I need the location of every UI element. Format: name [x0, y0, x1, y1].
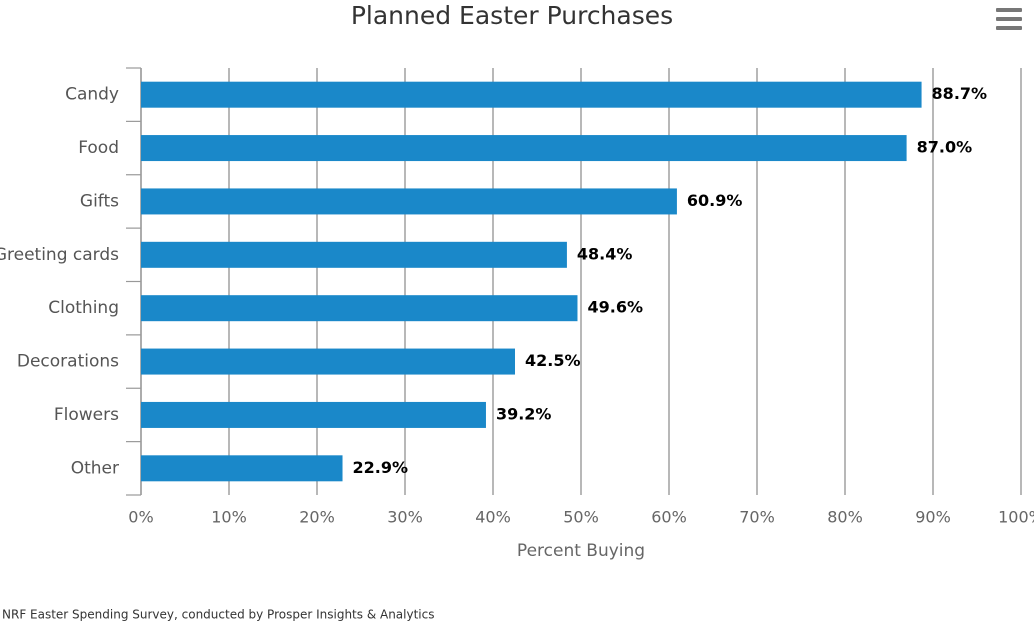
data-label: 22.9%	[353, 458, 409, 477]
bar	[141, 81, 922, 108]
data-label: 87.0%	[917, 138, 973, 157]
y-tick-label: Candy	[65, 85, 119, 105]
x-tick-label: 10%	[211, 508, 247, 527]
data-label: 49.6%	[587, 298, 643, 317]
bar	[141, 348, 515, 375]
x-tick-label: 50%	[563, 508, 599, 527]
menu-icon-bar[interactable]	[996, 8, 1022, 12]
x-tick-label: 90%	[915, 508, 951, 527]
x-tick-label: 80%	[827, 508, 863, 527]
bar	[141, 295, 578, 322]
bar	[141, 455, 343, 482]
menu-button[interactable]	[996, 8, 1022, 30]
y-tick-label: Flowers	[54, 405, 119, 425]
data-label: 48.4%	[577, 244, 633, 263]
bar	[141, 188, 677, 215]
x-tick-label: 0%	[128, 508, 153, 527]
y-tick-label: Food	[78, 138, 119, 158]
x-axis-title: Percent Buying	[517, 541, 645, 561]
menu-icon-bar[interactable]	[996, 17, 1022, 21]
menu-icon-bar[interactable]	[996, 26, 1022, 30]
x-tick-label: 20%	[299, 508, 335, 527]
x-tick-label: 70%	[739, 508, 775, 527]
y-tick-label: Greeting cards	[0, 245, 119, 265]
data-label: 60.9%	[687, 191, 743, 210]
bar	[141, 401, 486, 428]
data-label: 39.2%	[496, 404, 552, 423]
y-tick-label: Decorations	[17, 352, 119, 372]
data-label: 88.7%	[932, 84, 988, 103]
y-tick-label: Other	[71, 458, 119, 478]
caption: NRF Easter Spending Survey, conducted by…	[2, 608, 434, 622]
bar	[141, 241, 567, 268]
y-tick-label: Gifts	[80, 191, 119, 211]
x-tick-label: 60%	[651, 508, 687, 527]
bar	[141, 135, 907, 162]
x-tick-label: 40%	[475, 508, 511, 527]
data-label: 42.5%	[525, 351, 581, 370]
y-tick-label: Clothing	[48, 298, 119, 318]
x-tick-label: 30%	[387, 508, 423, 527]
x-tick-label: 100%	[998, 508, 1034, 527]
chart-title: Planned Easter Purchases	[351, 1, 673, 30]
